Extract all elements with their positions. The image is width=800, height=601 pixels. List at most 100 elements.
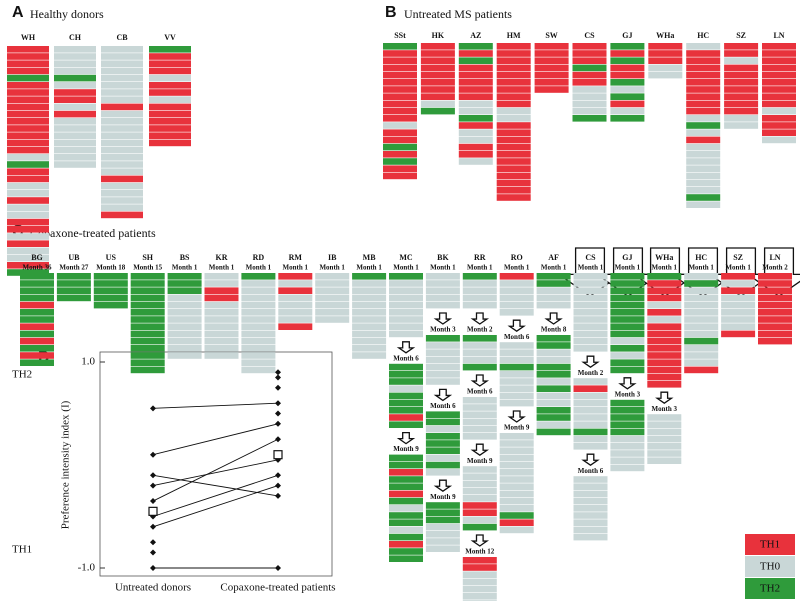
month-label: Month 1 [430,264,456,272]
column-header: CS [585,253,596,262]
cell [7,82,49,89]
cell [149,118,191,125]
arrow [433,479,453,492]
cell [610,287,645,294]
cell [101,168,143,175]
point [275,436,281,443]
cell [425,363,460,371]
cell [7,269,49,276]
cell [352,330,387,338]
cell [54,89,96,96]
cell [204,323,239,330]
cell [54,67,96,75]
arrow [618,377,637,390]
cell [573,443,608,450]
month-label: Month 9 [393,445,419,453]
cell [724,107,759,115]
cell [425,469,460,476]
cell [536,414,571,421]
cell [425,433,460,440]
column-header: SW [545,31,557,40]
cell [572,86,607,93]
cell [425,418,460,426]
cell [572,50,607,57]
cell [686,179,721,187]
cell [425,516,460,524]
point [150,451,156,458]
cell [389,399,423,407]
cell [462,335,497,342]
cell [610,366,645,374]
month-label: Month 3 [615,390,641,398]
cell [54,125,96,132]
cell [204,309,239,316]
cell [389,555,423,562]
cell [496,136,531,144]
cell [610,330,645,338]
column-header: UB [68,253,80,262]
cell [762,129,796,136]
cell [241,280,276,287]
cell [536,428,571,436]
cell [572,115,607,122]
cell [7,190,49,197]
column-header: SZ [733,253,743,262]
point [275,369,281,376]
cell [278,273,313,280]
cell [420,50,455,57]
cell [352,301,387,309]
cell [499,342,534,349]
cell [762,115,796,122]
cell [536,301,571,309]
cell [536,421,571,428]
cell [647,450,682,457]
cell [241,337,276,345]
cell [610,457,645,464]
cell [499,399,534,407]
cell [686,187,721,194]
cell [93,273,128,280]
cell [383,129,417,136]
cell [101,197,143,204]
cell [536,407,571,414]
cell [573,428,608,436]
cell [20,287,54,294]
cell [686,79,721,86]
month-label: Month 6 [504,333,530,341]
cell [499,349,534,356]
cell [389,280,423,287]
x-tick-label: Copaxone-treated patients [220,582,335,594]
cell [425,425,460,433]
cell [686,129,721,136]
cell [389,454,423,462]
cell [496,194,531,201]
cell [425,273,460,280]
cell [686,115,721,122]
cell [352,287,387,294]
cell [724,100,759,108]
cell [315,294,350,302]
cell [241,330,276,338]
point [150,405,156,412]
cell [647,421,682,428]
cell [721,287,756,294]
cell [496,79,531,86]
cell [496,129,531,136]
cell [536,280,571,287]
cell [496,187,531,194]
cell [724,64,759,72]
cell [758,330,792,338]
legend-swatch [745,556,795,577]
cell [758,301,792,309]
cell [647,366,682,374]
arrow [581,453,600,466]
cell [573,316,608,323]
cell [462,487,497,495]
cell [241,352,276,359]
month-label: Month 1 [467,264,493,272]
cell [462,585,497,593]
cell [647,428,682,436]
arrow [507,410,526,423]
cell [130,337,165,345]
cell [462,342,497,349]
